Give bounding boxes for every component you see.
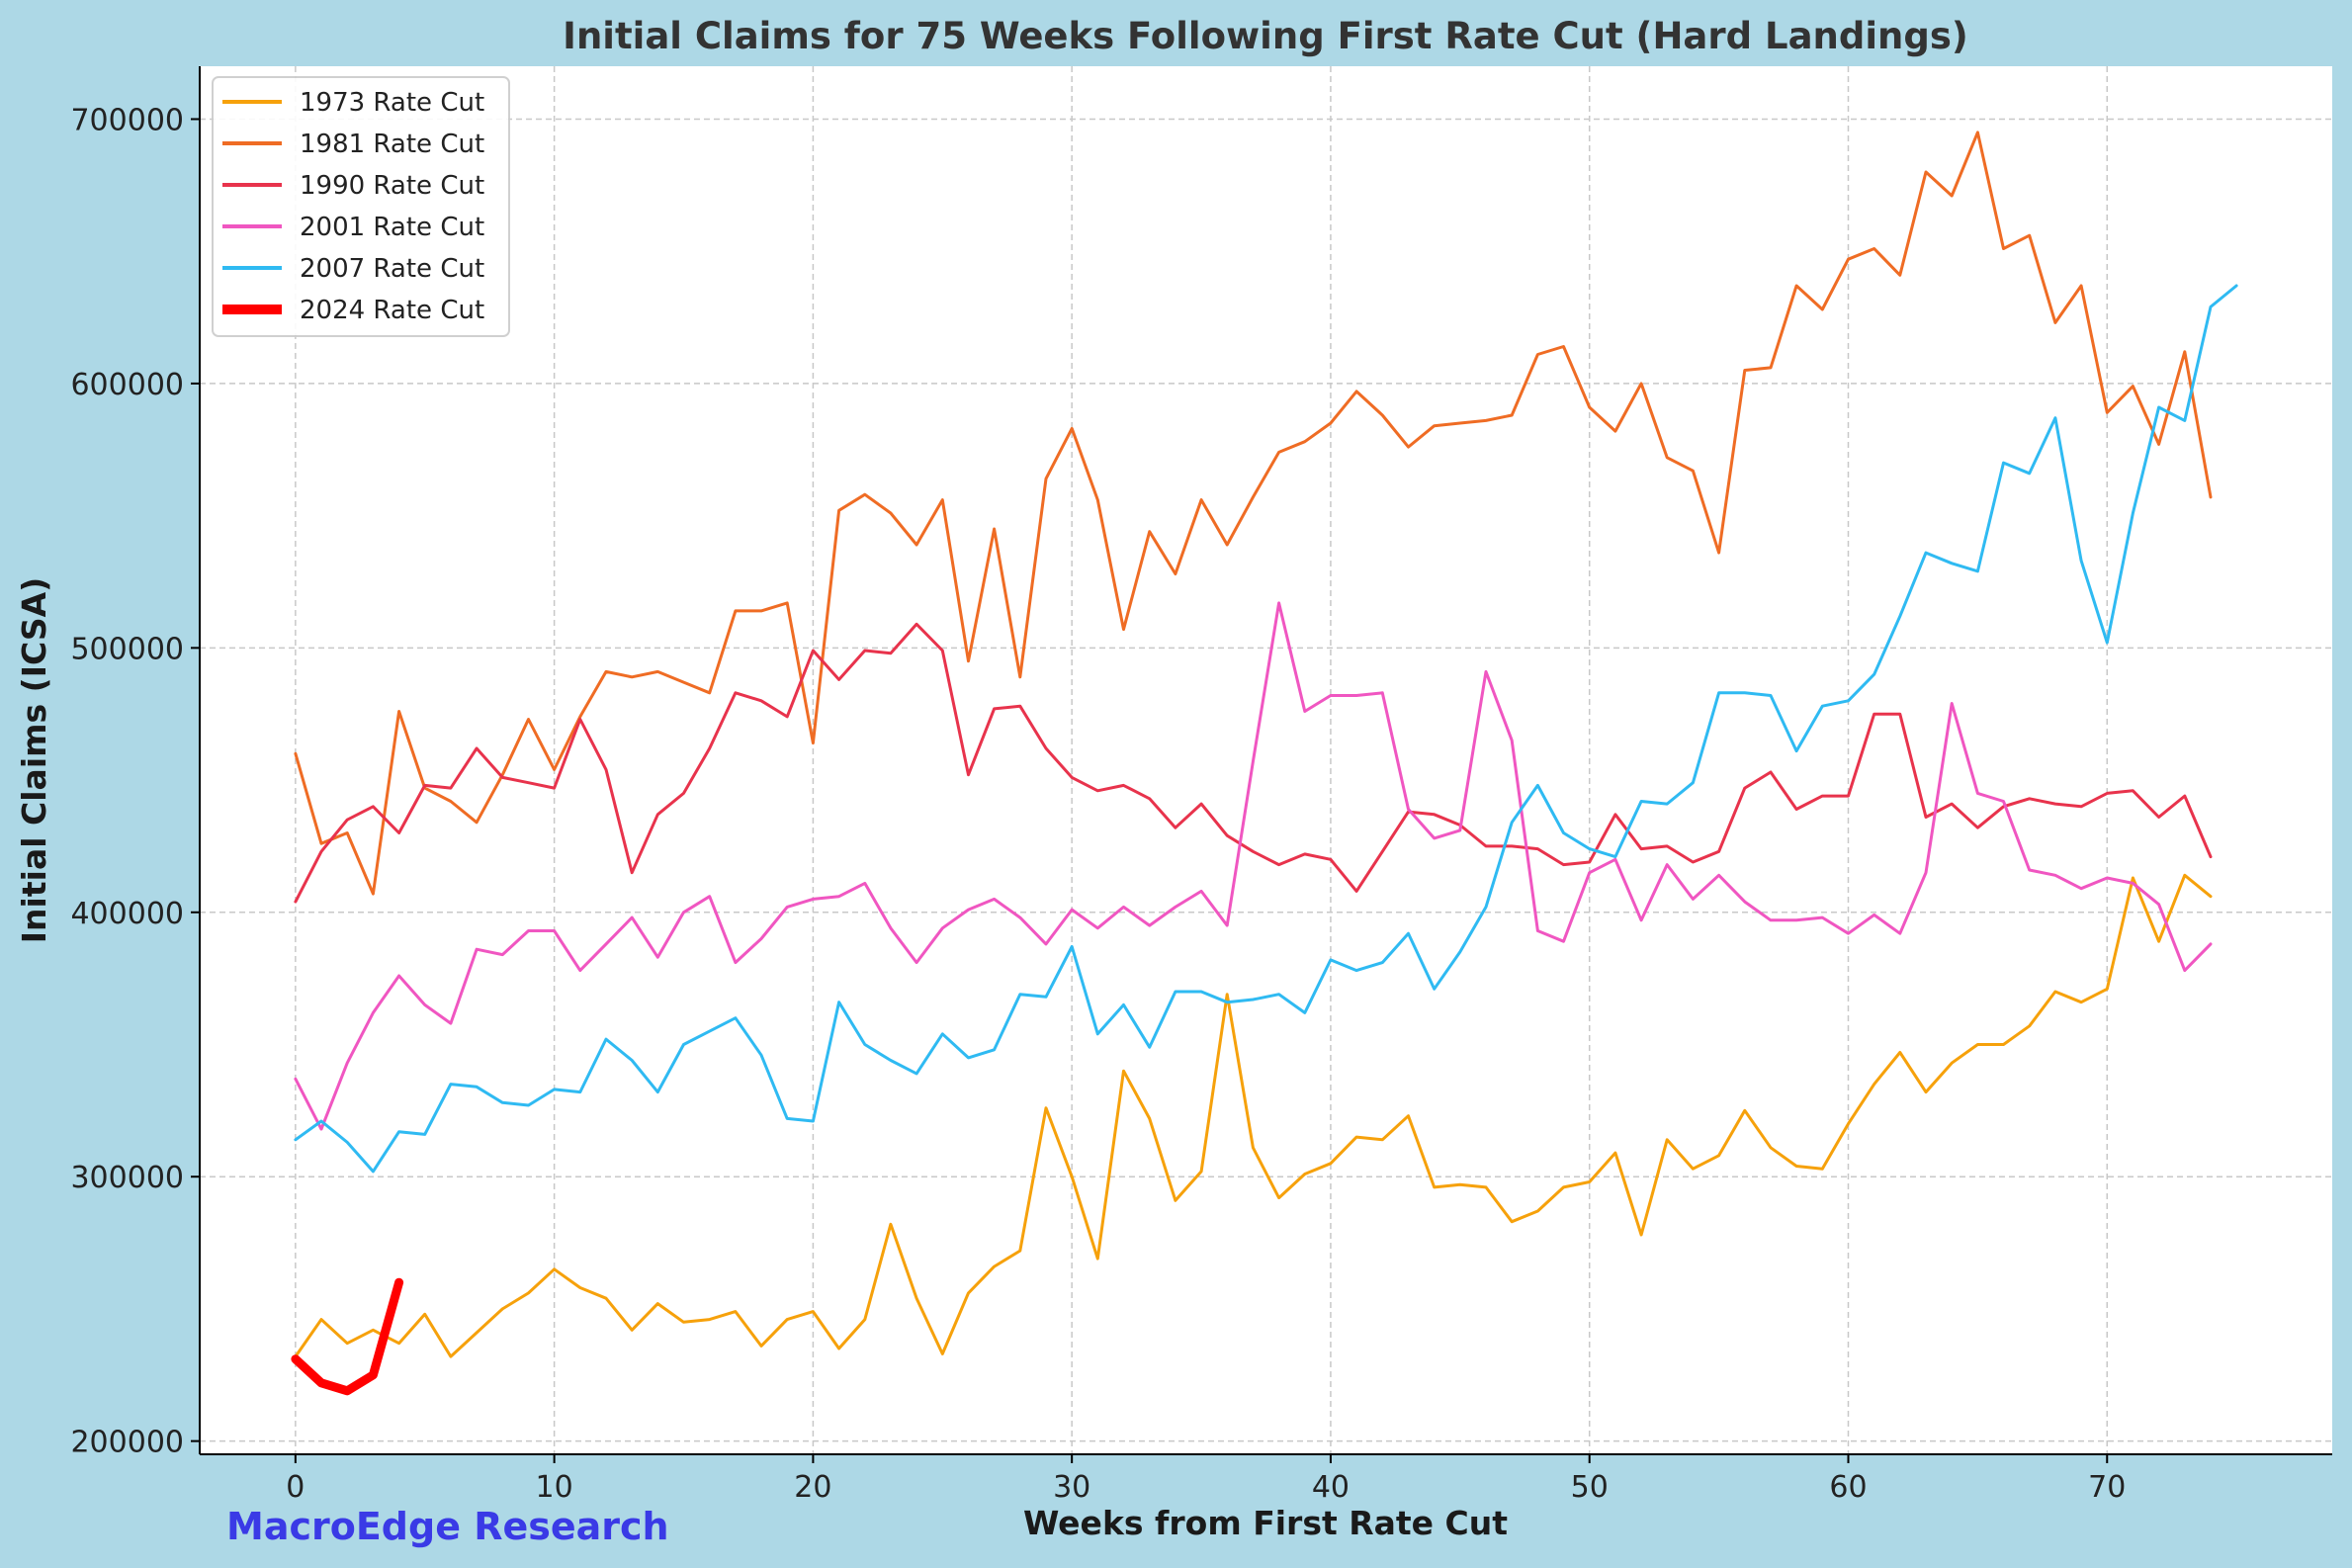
legend-label-5: 2024 Rate Cut [300,296,484,325]
legend-label-3: 2001 Rate Cut [300,213,484,242]
legend-label-1: 1981 Rate Cut [300,130,484,159]
series-line-1981 [294,131,2213,896]
x-tick-label-6: 60 [1829,1470,1867,1505]
y-tick-label-5: 700000 [70,103,184,137]
x-tick-label-7: 70 [2088,1470,2126,1505]
y-tick-label-4: 600000 [70,368,184,402]
legend-label-0: 1973 Rate Cut [300,88,484,118]
x-tick-label-1: 10 [536,1470,573,1505]
x-tick-label-5: 50 [1571,1470,1609,1505]
legend: 1973 Rate Cut 1981 Rate Cut 1990 Rate Cut 2… [212,76,510,337]
y-tick-label-2: 400000 [70,897,184,931]
legend-label-2: 1990 Rate Cut [300,171,484,201]
grid [200,66,2332,1454]
watermark: MacroEdge Research [226,1505,669,1548]
x-tick-label-0: 0 [286,1470,305,1505]
series-line-1990 [294,622,2213,904]
series-line-1973 [294,873,2213,1358]
chart-title: Initial Claims for 75 Weeks Following Fi… [563,15,1968,57]
x-tick-label-4: 40 [1312,1470,1350,1505]
legend-box [212,76,510,337]
x-axis-label: Weeks from First Rate Cut [1023,1504,1508,1542]
plot-area [200,66,2332,1454]
ticks: 0 10 20 30 40 50 60 70 200000 300000 400000 500000 6… [70,103,2126,1505]
series-line-2007 [294,284,2238,1174]
series-line-2024 [291,1277,404,1396]
y-tick-label-0: 200000 [70,1426,184,1460]
x-tick-label-3: 30 [1053,1470,1090,1505]
y-tick-label-3: 500000 [70,632,184,666]
x-tick-label-2: 20 [794,1470,831,1505]
y-axis-label: Initial Claims (ICSA) [15,577,53,943]
series-line-2001 [294,601,2213,1131]
legend-label-4: 2007 Rate Cut [300,254,484,284]
y-tick-label-1: 300000 [70,1161,184,1195]
series-lines [291,131,2238,1396]
